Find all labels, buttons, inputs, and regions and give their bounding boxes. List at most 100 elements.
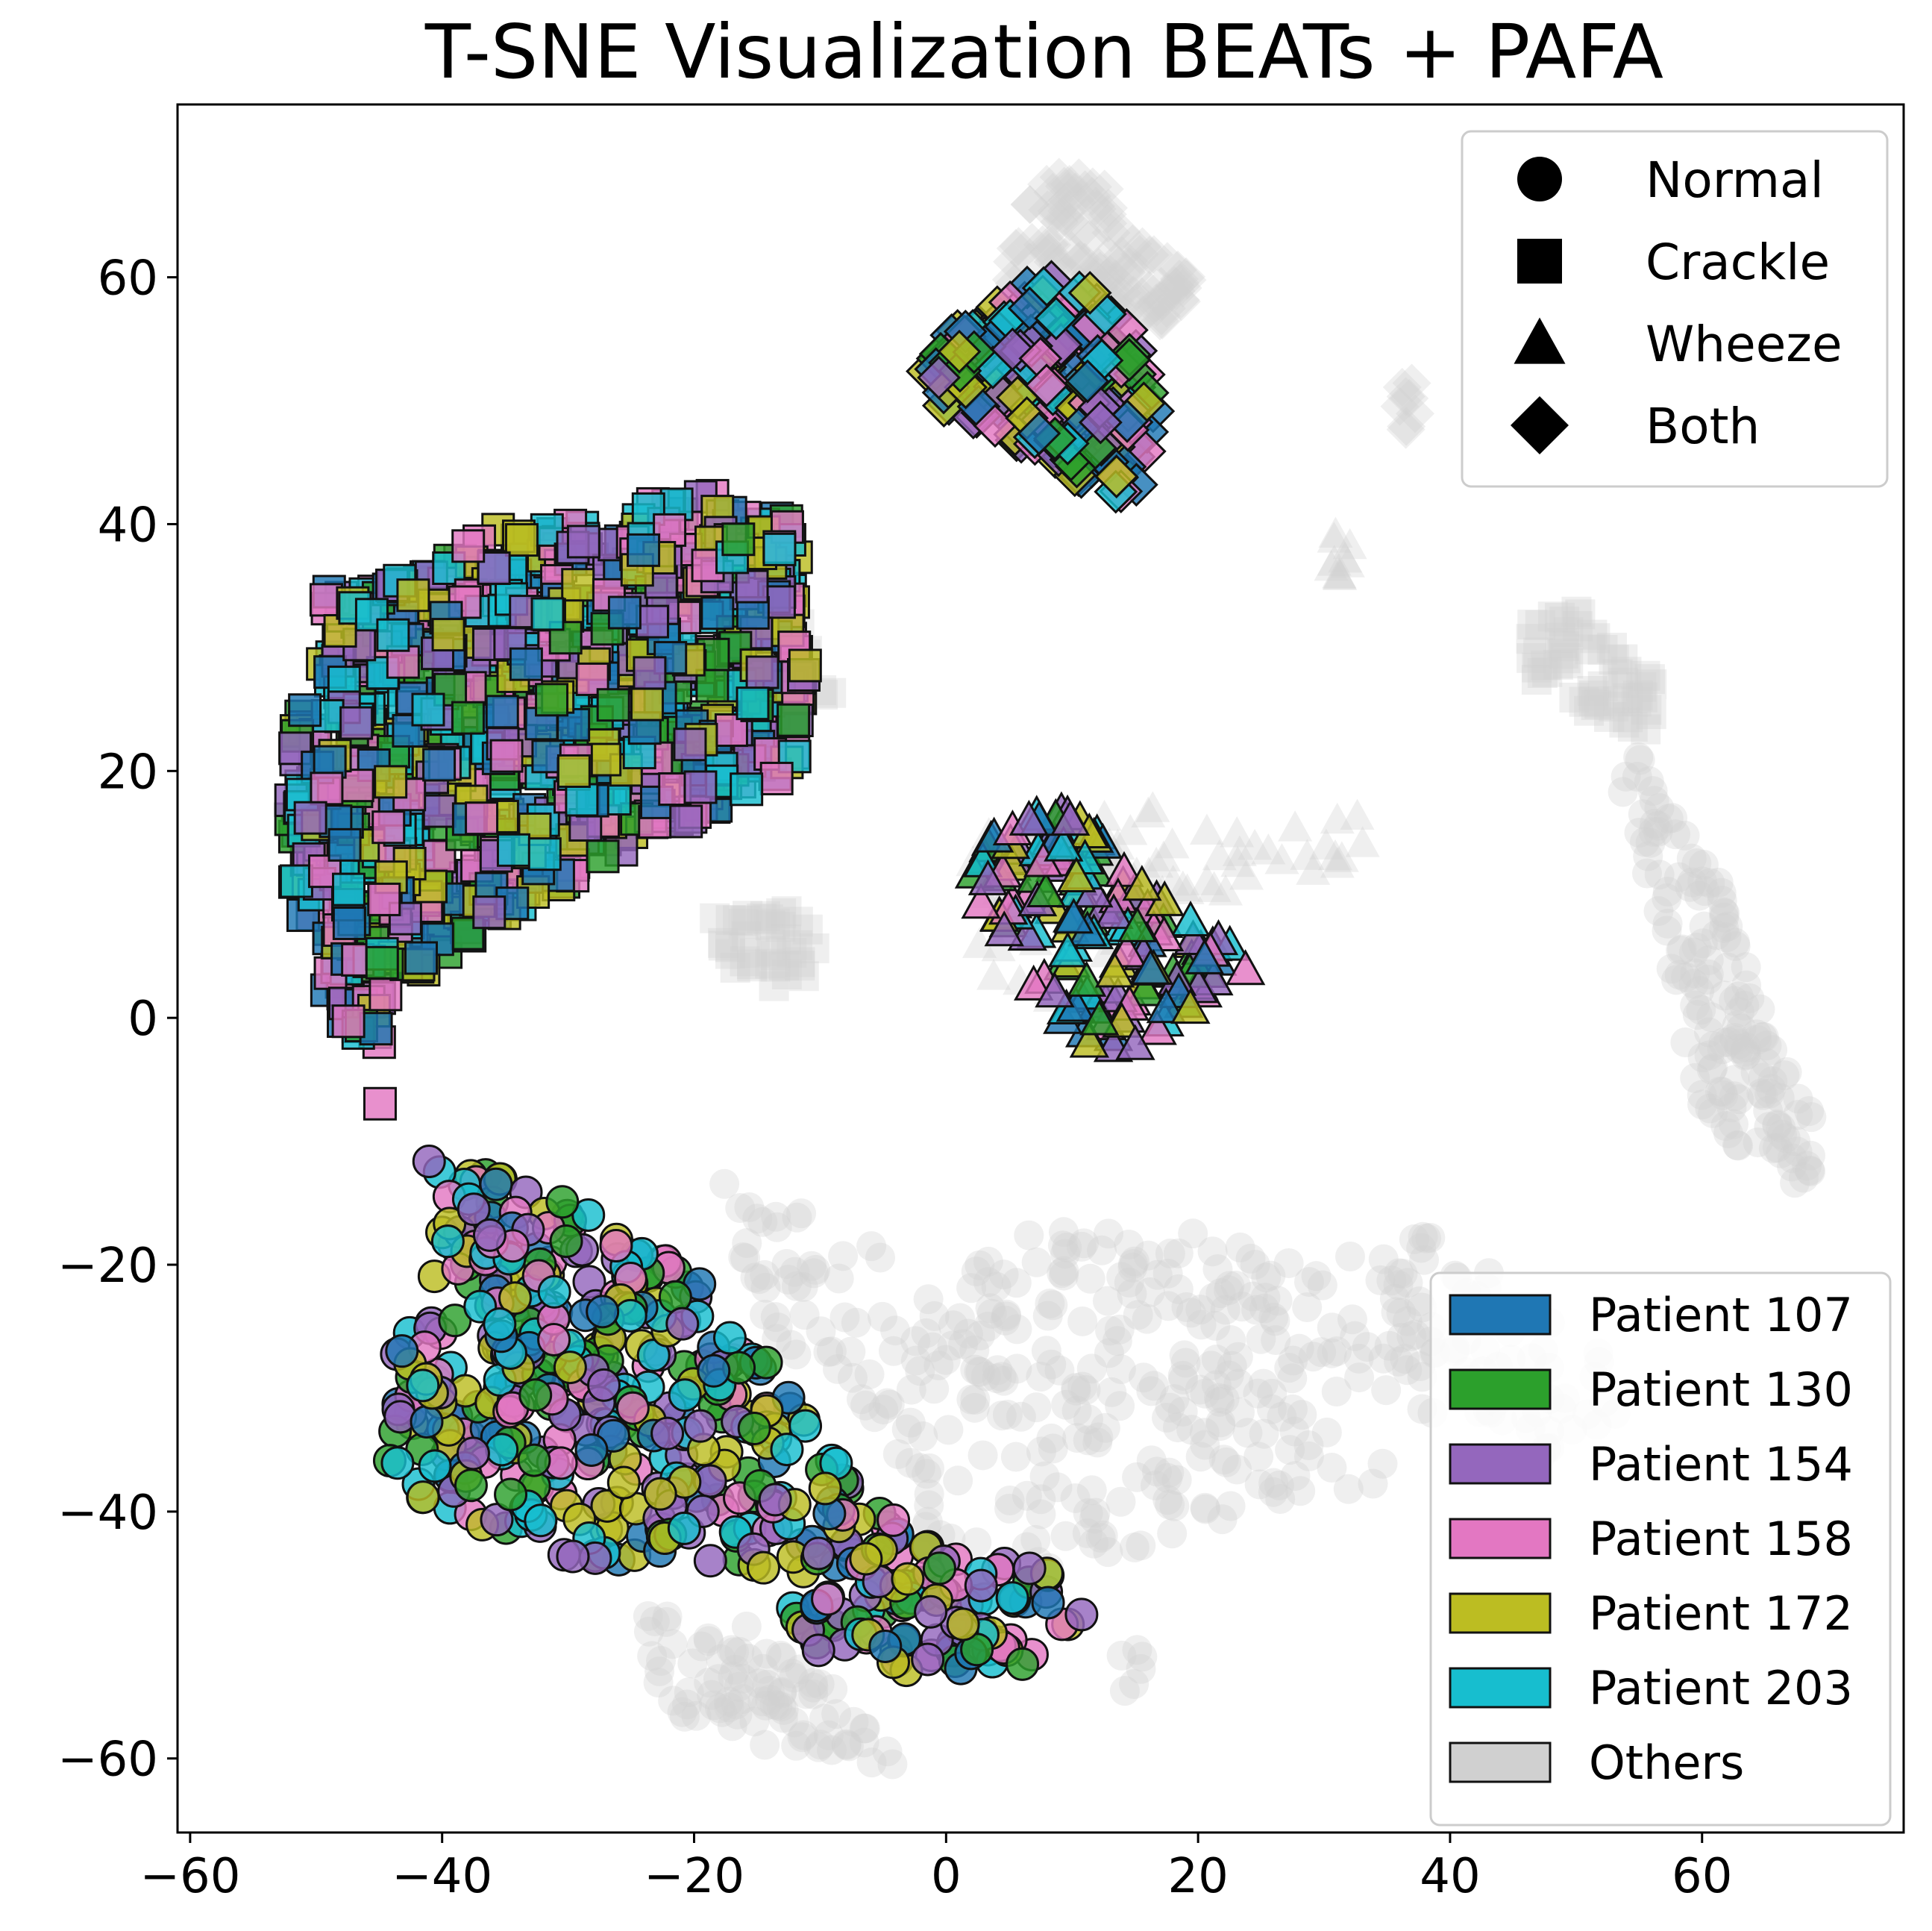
others-point xyxy=(1050,1521,1081,1551)
x-tick-label: 40 xyxy=(1420,1849,1480,1904)
y-tick-label: −20 xyxy=(57,1239,158,1294)
others-point xyxy=(1240,1249,1270,1280)
y-axis: −60 −40 −20 0 20 40 60 xyxy=(57,251,178,1788)
patient-point xyxy=(1050,799,1091,836)
others-point xyxy=(755,910,785,941)
others-point xyxy=(744,1668,774,1699)
others-point xyxy=(1214,1271,1245,1301)
others-point xyxy=(1675,871,1705,902)
patient-point xyxy=(566,525,600,559)
others-point xyxy=(762,1690,793,1721)
patient-point xyxy=(650,1416,685,1450)
x-tick-label: 60 xyxy=(1672,1849,1732,1904)
others-point xyxy=(1001,1268,1032,1298)
others-point xyxy=(1083,1422,1114,1453)
others-point xyxy=(1627,682,1657,713)
others-point xyxy=(1643,816,1673,847)
others-point xyxy=(708,930,738,961)
patient-point xyxy=(615,1391,650,1425)
others-point xyxy=(1407,1292,1437,1323)
others-point xyxy=(1047,1258,1077,1289)
others-point xyxy=(821,1699,852,1730)
others-point xyxy=(750,1299,780,1330)
others-point xyxy=(1190,1378,1220,1409)
patient-point xyxy=(1024,363,1069,408)
color-legend-label: Patient 172 xyxy=(1589,1586,1853,1641)
others-point xyxy=(714,1692,744,1723)
others-point xyxy=(1795,1140,1826,1171)
others-point xyxy=(1190,1492,1220,1523)
others-point xyxy=(776,1330,806,1360)
others-point xyxy=(1036,1423,1067,1453)
others-point xyxy=(719,1637,750,1668)
patient-point xyxy=(1170,900,1211,937)
others-point xyxy=(1587,671,1618,701)
others-point xyxy=(767,1642,797,1673)
others-point xyxy=(1724,1084,1754,1115)
others-point xyxy=(1220,816,1255,848)
legend-swatch xyxy=(1449,1443,1552,1485)
others-point xyxy=(1523,637,1554,668)
others-point xyxy=(1158,250,1197,290)
others-point xyxy=(1146,840,1181,871)
others-point xyxy=(1621,686,1652,717)
others-point xyxy=(785,951,815,981)
others-point xyxy=(658,1686,689,1716)
others-point xyxy=(1106,1640,1137,1671)
others-point xyxy=(725,1193,756,1224)
patient-point xyxy=(494,1477,528,1512)
others-point xyxy=(1411,1223,1442,1254)
others-point xyxy=(797,1251,827,1281)
others-point xyxy=(1131,796,1166,827)
others-point xyxy=(1596,633,1627,663)
others-point xyxy=(1383,1270,1414,1301)
others-point xyxy=(913,1284,944,1315)
others-point xyxy=(1189,1418,1220,1448)
others-point xyxy=(1550,643,1581,674)
others-point xyxy=(1318,839,1353,871)
others-point xyxy=(1255,1260,1286,1291)
others-point xyxy=(1223,1368,1254,1399)
others-point xyxy=(1044,1355,1075,1386)
others-point xyxy=(1684,880,1714,911)
others-point xyxy=(1719,1081,1749,1112)
others-point xyxy=(809,1703,839,1734)
others-point xyxy=(1196,1351,1226,1381)
others-point xyxy=(1119,1532,1150,1562)
patient-point xyxy=(1035,971,1075,1008)
others-point xyxy=(1169,1340,1199,1371)
others-point xyxy=(965,1356,996,1387)
others-point xyxy=(1042,1472,1073,1503)
others-point xyxy=(644,1656,675,1687)
patient-points-layer xyxy=(274,260,1266,1688)
others-point xyxy=(1687,1089,1718,1120)
patient-point xyxy=(565,783,599,817)
others-point xyxy=(1730,1036,1760,1067)
others-point xyxy=(1026,1436,1056,1467)
others-point xyxy=(1047,181,1087,220)
patient-point xyxy=(385,1334,419,1368)
others-point xyxy=(1543,649,1573,680)
others-point xyxy=(1766,1112,1796,1143)
others-point xyxy=(1561,596,1592,627)
patient-point xyxy=(553,1351,587,1385)
others-point xyxy=(1689,911,1719,942)
patient-point xyxy=(849,1542,883,1576)
others-point xyxy=(1029,234,1068,273)
others-point xyxy=(1249,1293,1279,1324)
others-point xyxy=(1307,1270,1337,1301)
others-point xyxy=(1050,164,1089,204)
others-point xyxy=(1581,690,1611,721)
others-point xyxy=(1163,268,1202,307)
others-point xyxy=(805,1730,835,1760)
others-point xyxy=(1251,1262,1282,1293)
others-point xyxy=(1122,277,1161,316)
others-point xyxy=(751,1639,782,1669)
patient-point xyxy=(697,1353,731,1388)
others-point xyxy=(700,903,730,933)
patient-point xyxy=(368,977,403,1012)
others-point xyxy=(1215,1491,1246,1521)
others-point xyxy=(1258,1303,1289,1333)
others-point xyxy=(1748,1062,1778,1093)
others-point xyxy=(872,1388,903,1418)
